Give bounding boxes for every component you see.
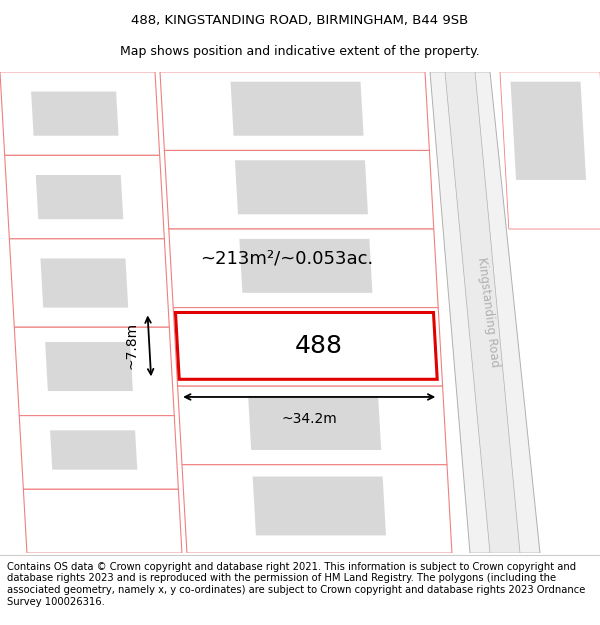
Text: Contains OS data © Crown copyright and database right 2021. This information is : Contains OS data © Crown copyright and d… (7, 562, 586, 606)
Polygon shape (430, 72, 540, 553)
Polygon shape (0, 72, 160, 156)
Text: 488: 488 (295, 334, 343, 358)
Polygon shape (10, 239, 169, 328)
Polygon shape (235, 160, 368, 214)
Text: ~7.8m: ~7.8m (124, 322, 139, 369)
Polygon shape (45, 342, 133, 391)
Text: Map shows position and indicative extent of the property.: Map shows position and indicative extent… (120, 45, 480, 58)
Polygon shape (50, 431, 137, 469)
Text: Kingstanding Road: Kingstanding Road (475, 257, 501, 368)
Text: ~213m²/~0.053ac.: ~213m²/~0.053ac. (200, 249, 373, 268)
Polygon shape (239, 239, 373, 293)
Polygon shape (173, 308, 443, 386)
Polygon shape (31, 91, 119, 136)
Text: ~34.2m: ~34.2m (281, 412, 337, 426)
Polygon shape (178, 386, 447, 465)
Polygon shape (248, 396, 381, 450)
Polygon shape (500, 72, 600, 229)
Polygon shape (36, 175, 123, 219)
Polygon shape (175, 312, 437, 379)
Polygon shape (182, 465, 452, 553)
Polygon shape (14, 328, 174, 416)
Polygon shape (160, 72, 430, 151)
Polygon shape (230, 82, 364, 136)
Polygon shape (19, 416, 178, 489)
Polygon shape (253, 476, 386, 536)
Text: 488, KINGSTANDING ROAD, BIRMINGHAM, B44 9SB: 488, KINGSTANDING ROAD, BIRMINGHAM, B44 … (131, 14, 469, 27)
Polygon shape (445, 72, 520, 553)
Polygon shape (511, 82, 586, 180)
Polygon shape (40, 259, 128, 308)
Polygon shape (23, 489, 182, 553)
Polygon shape (169, 229, 438, 308)
Polygon shape (164, 151, 434, 229)
Polygon shape (5, 156, 164, 239)
